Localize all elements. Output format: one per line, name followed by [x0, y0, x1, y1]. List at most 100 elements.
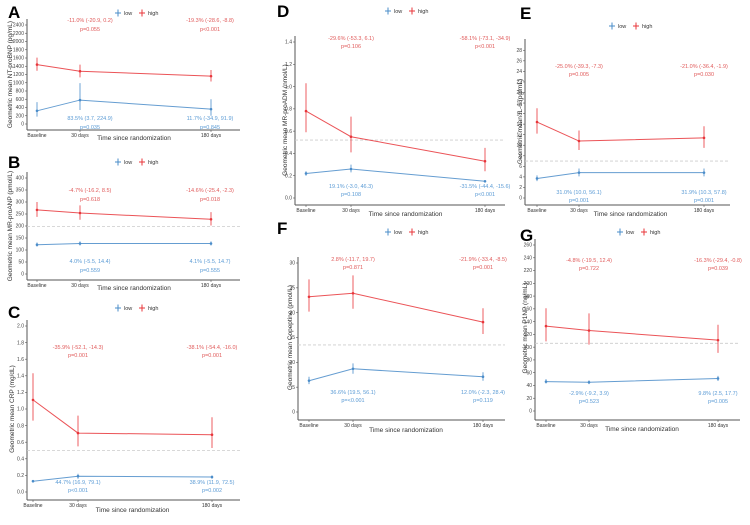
- y-tick-label: 250: [16, 212, 25, 218]
- x-tick-label: 30 days: [570, 208, 588, 214]
- y-tick-label: 140: [524, 319, 533, 325]
- y-tick-label: 24: [516, 69, 522, 75]
- annotation-high-effect: -21.9% (-33.4, -8.5): [459, 257, 507, 263]
- series-line-high: [308, 292, 484, 323]
- y-tick-label: 100: [524, 345, 533, 351]
- data-point-low: [78, 242, 82, 245]
- data-point-low: [307, 379, 311, 383]
- annotation-high-p: p=0.039: [708, 266, 728, 272]
- annotation-high-effect: -21.0% (-36.4, -1.9): [680, 64, 728, 70]
- y-tick-label: 1.0: [285, 84, 292, 90]
- y-tick-label: 20: [526, 396, 532, 402]
- annotation-high-p: p=0.722: [579, 266, 599, 272]
- series-line-high: [36, 64, 212, 77]
- y-tick-label: 0.8: [17, 423, 24, 429]
- legend-high-label: high: [148, 11, 158, 17]
- annotation-high-p: p=0.018: [200, 197, 220, 203]
- series-low: [304, 164, 487, 183]
- y-axis-label: Geometric mean NT-proBNP (pg/mL): [7, 21, 14, 128]
- x-tick-label: Baseline: [23, 503, 42, 509]
- annotation-high-p: p<0.001: [475, 44, 495, 50]
- annotation-high-p: p<0.001: [200, 27, 220, 33]
- annotation-low-p: p=0.555: [200, 268, 220, 274]
- x-tick-label: Baseline: [299, 423, 318, 429]
- annotation-low-effect: 4.0% (-5.5, 14.4): [70, 259, 111, 265]
- legend-high-label: high: [418, 230, 428, 236]
- data-point-low: [209, 107, 213, 111]
- annotation-low-effect: 38.9% (11.9, 72.5): [190, 480, 235, 486]
- series-low: [35, 83, 213, 117]
- y-tick-label: 350: [16, 188, 25, 194]
- legend-low-label: low: [394, 230, 402, 236]
- y-tick-label: 25: [289, 286, 295, 292]
- y-tick-label: 0.2: [17, 473, 24, 479]
- data-point-high: [535, 120, 539, 124]
- x-tick-label: 30 days: [344, 423, 362, 429]
- x-tick-label: Baseline: [527, 208, 546, 214]
- y-tick-label: 200: [16, 113, 25, 119]
- x-axis-label: Time since randomization: [605, 426, 679, 433]
- y-axis-label: Geometric mean CRP (mg/dL): [9, 365, 16, 453]
- data-point-high: [481, 320, 485, 324]
- legend: low high: [385, 228, 428, 236]
- y-tick-label: 1400: [13, 64, 24, 70]
- data-point-low: [483, 179, 487, 183]
- y-tick-label: 60: [526, 370, 532, 376]
- y-tick-label: 1.4: [17, 374, 24, 380]
- series-line-high: [32, 399, 213, 436]
- data-point-low: [587, 380, 591, 384]
- annotation-low-p: p<0.001: [68, 488, 88, 494]
- data-point-low: [31, 479, 35, 483]
- y-tick-label: 0.6: [285, 129, 292, 135]
- data-point-low: [209, 242, 213, 245]
- y-tick-label: 800: [16, 89, 25, 95]
- annotation-low-effect: -31.5% (-44.4, -15.6): [460, 184, 511, 190]
- annotation-low-p: p=<0.001: [341, 398, 364, 404]
- y-tick-label: 30: [289, 261, 295, 267]
- data-point-low: [76, 474, 80, 478]
- data-point-high: [35, 208, 39, 212]
- series-line-high: [536, 121, 705, 142]
- x-tick-label: 180 days: [473, 423, 494, 429]
- y-tick-label: 180: [524, 294, 533, 300]
- y-tick-label: 26: [516, 59, 522, 65]
- annotation-low-effect: 83.5% (3.7, 224.9): [67, 116, 112, 122]
- annotation-high-p: p=0.001: [473, 265, 493, 271]
- y-tick-label: 200: [16, 224, 25, 230]
- y-tick-label: 16: [516, 111, 522, 117]
- data-point-high: [304, 109, 308, 113]
- panel-letter: B: [8, 153, 20, 172]
- y-tick-label: 80: [526, 358, 532, 364]
- annotation-low-effect: -2.9% (-9.2, 3.9): [569, 391, 609, 397]
- y-tick-label: 6: [519, 164, 522, 170]
- x-tick-label: 30 days: [580, 423, 598, 429]
- y-tick-label: 4: [519, 175, 522, 181]
- y-tick-label: 2: [519, 185, 522, 191]
- data-point-high: [35, 63, 39, 66]
- y-tick-label: 0.4: [285, 151, 292, 157]
- annotation-low-p: p=0.001: [694, 198, 714, 204]
- data-point-high: [31, 398, 35, 402]
- y-tick-label: 0.0: [285, 196, 292, 202]
- series-line-low: [545, 377, 719, 383]
- series-line-high: [545, 325, 719, 341]
- x-tick-label: 180 days: [201, 133, 222, 139]
- legend-low-label: low: [124, 11, 132, 17]
- x-tick-label: 30 days: [69, 503, 87, 509]
- legend: low high: [617, 228, 660, 236]
- y-axis-label: Geometric mean MR-proADM (nmol/L): [282, 64, 289, 176]
- y-tick-label: 20: [516, 90, 522, 96]
- annotation-low-p: p=0.559: [80, 268, 100, 274]
- series-line-high: [36, 209, 212, 220]
- series-line-low: [36, 99, 212, 112]
- data-point-low: [481, 375, 485, 379]
- y-tick-label: 2200: [13, 31, 24, 37]
- y-tick-label: 1.0: [17, 407, 24, 413]
- y-tick-label: 400: [16, 176, 25, 182]
- y-tick-label: 1.4: [285, 40, 292, 46]
- data-point-low: [349, 167, 353, 171]
- series-low: [307, 363, 485, 385]
- annotation-low-p: p=0.845: [200, 125, 220, 131]
